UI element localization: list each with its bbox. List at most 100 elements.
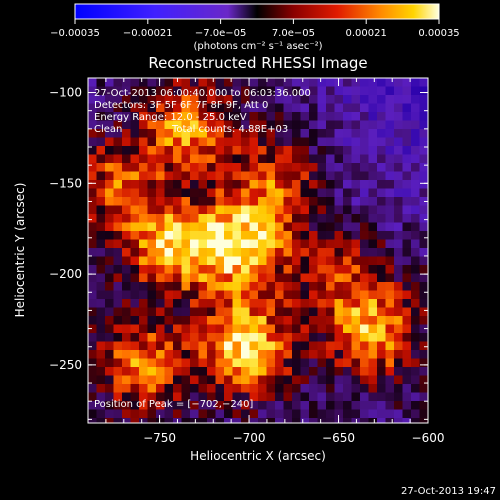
heatmap-cell xyxy=(249,401,259,411)
heatmap-cell xyxy=(275,188,285,198)
heatmap-cell xyxy=(309,290,319,300)
heatmap-cell xyxy=(113,205,123,215)
heatmap-cell xyxy=(156,137,166,147)
heatmap-cell xyxy=(419,137,428,147)
heatmap-cell xyxy=(249,299,259,309)
heatmap-cell xyxy=(275,146,285,156)
heatmap-cell xyxy=(96,120,106,130)
heatmap-cell xyxy=(368,358,378,368)
heatmap-cell xyxy=(360,214,370,224)
heatmap-cell xyxy=(198,341,208,351)
heatmap-cell xyxy=(292,171,302,181)
heatmap-cell xyxy=(164,409,174,419)
heatmap-cell xyxy=(275,205,285,215)
heatmap-cell xyxy=(377,409,387,419)
heatmap-cell xyxy=(394,384,404,394)
heatmap-cell xyxy=(147,375,157,385)
heatmap-cell xyxy=(411,180,421,190)
heatmap-cell xyxy=(113,299,123,309)
heatmap-cell xyxy=(258,401,268,411)
heatmap-cell xyxy=(122,129,132,139)
heatmap-cell xyxy=(190,256,200,266)
heatmap-cell xyxy=(419,265,428,275)
heatmap-cell xyxy=(96,333,106,343)
heatmap-cell xyxy=(368,120,378,130)
heatmap-cell xyxy=(139,401,149,411)
heatmap-cell xyxy=(164,273,174,283)
heatmap-cell xyxy=(207,350,217,360)
heatmap-cell xyxy=(266,205,276,215)
heatmap-cell xyxy=(368,239,378,249)
heatmap-cell xyxy=(258,129,268,139)
heatmap-cell xyxy=(411,95,421,105)
annotation-detectors: Detectors: 3F 5F 6F 7F 8F 9F, Att 0 xyxy=(94,100,268,111)
heatmap-cell xyxy=(130,392,140,402)
heatmap-cell xyxy=(394,86,404,96)
heatmap-cell xyxy=(156,222,166,232)
heatmap-cell xyxy=(419,154,428,164)
heatmap-cell xyxy=(343,95,353,105)
heatmap-cell xyxy=(122,256,132,266)
heatmap-cell xyxy=(275,299,285,309)
heatmap-cell xyxy=(360,307,370,317)
heatmap-cell xyxy=(215,384,225,394)
heatmap-cell xyxy=(292,401,302,411)
heatmap-cell xyxy=(385,375,395,385)
heatmap-cell xyxy=(113,171,123,181)
heatmap-cell xyxy=(292,180,302,190)
heatmap-cell xyxy=(96,214,106,224)
heatmap-cell xyxy=(402,333,412,343)
heatmap-cell xyxy=(88,112,98,122)
heatmap-cell xyxy=(215,239,225,249)
heatmap-cell xyxy=(394,256,404,266)
heatmap-cell xyxy=(164,290,174,300)
heatmap-cell xyxy=(241,316,251,326)
heatmap-cell xyxy=(198,273,208,283)
heatmap-cell xyxy=(283,333,293,343)
heatmap-cell xyxy=(88,214,98,224)
heatmap-cell xyxy=(360,103,370,113)
heatmap-cell xyxy=(207,78,217,88)
colorbar-tick-label: 0.00035 xyxy=(418,28,459,39)
heatmap-cell xyxy=(215,163,225,173)
heatmap-cell xyxy=(96,341,106,351)
heatmap-cell xyxy=(241,256,251,266)
heatmap-cell xyxy=(181,265,191,275)
heatmap-cell xyxy=(96,324,106,334)
heatmap-cell xyxy=(241,197,251,207)
heatmap-cell xyxy=(122,282,132,292)
heatmap-cell xyxy=(309,273,319,283)
heatmap-cell xyxy=(249,324,259,334)
heatmap-cell xyxy=(343,137,353,147)
heatmap-cell xyxy=(113,350,123,360)
heatmap-cell xyxy=(309,95,319,105)
heatmap-cell xyxy=(105,95,115,105)
heatmap-cell xyxy=(326,103,336,113)
heatmap-cell xyxy=(343,273,353,283)
heatmap-cell xyxy=(419,248,428,258)
heatmap-cell xyxy=(266,86,276,96)
heatmap-cell xyxy=(300,197,310,207)
heatmap-cell xyxy=(224,188,234,198)
heatmap-cell xyxy=(164,299,174,309)
heatmap-cell xyxy=(113,290,123,300)
heatmap-cell xyxy=(385,350,395,360)
heatmap-cell xyxy=(190,401,200,411)
heatmap-cell xyxy=(300,316,310,326)
heatmap-cell xyxy=(88,239,98,249)
heatmap-cell xyxy=(173,290,183,300)
heatmap-cell xyxy=(173,180,183,190)
heatmap-cell xyxy=(402,248,412,258)
heatmap-cell xyxy=(232,418,242,423)
heatmap-cell xyxy=(215,324,225,334)
heatmap-cell xyxy=(105,392,115,402)
heatmap-cell xyxy=(300,392,310,402)
heatmap-cell xyxy=(113,163,123,173)
heatmap-cell xyxy=(360,256,370,266)
heatmap-cell xyxy=(317,409,327,419)
heatmap-cell xyxy=(394,324,404,334)
heatmap-cell xyxy=(394,375,404,385)
heatmap-cell xyxy=(88,171,98,181)
heatmap-cell xyxy=(232,307,242,317)
heatmap-cell xyxy=(139,384,149,394)
